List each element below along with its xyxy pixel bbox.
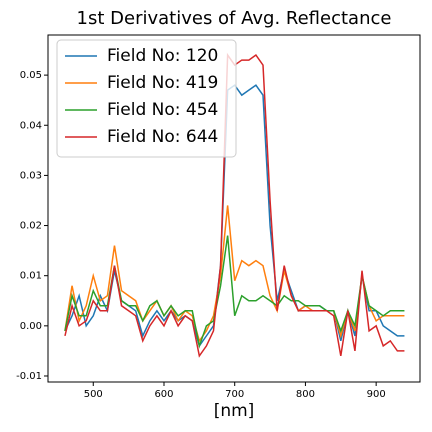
- x-axis-label: [nm]: [214, 401, 255, 421]
- y-tick-label: -0.01: [16, 371, 42, 382]
- y-tick-label: 0.02: [20, 221, 42, 232]
- y-tick-label: 0.03: [20, 170, 42, 181]
- y-tick-label: 0.05: [20, 70, 42, 81]
- x-tick-label: 700: [225, 389, 244, 400]
- y-tick-label: 0.01: [20, 271, 42, 282]
- plot-frame: [47, 34, 421, 383]
- x-tick-label: 500: [84, 389, 103, 400]
- x-tick-label: 900: [367, 389, 386, 400]
- x-tick-label: 600: [154, 389, 173, 400]
- legend-label: Field No: 454: [107, 100, 218, 120]
- x-tick-label: 800: [296, 389, 315, 400]
- legend-label: Field No: 644: [107, 127, 218, 147]
- chart-title: 1st Derivatives of Avg. Reflectance: [77, 8, 392, 29]
- y-tick-label: 0.00: [20, 321, 42, 332]
- y-tick-label: 0.04: [20, 120, 42, 131]
- legend-label: Field No: 419: [107, 73, 218, 93]
- legend-box: [56, 39, 237, 158]
- legend-label: Field No: 120: [107, 46, 218, 66]
